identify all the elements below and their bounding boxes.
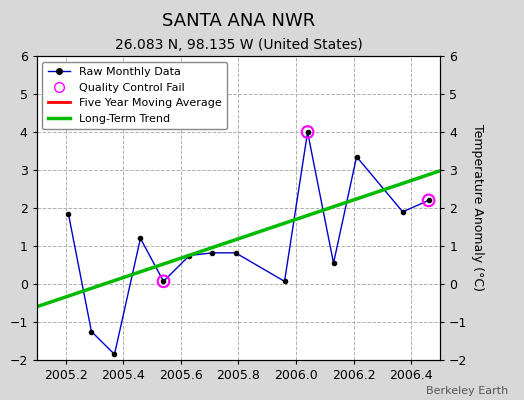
Text: Berkeley Earth: Berkeley Earth [426,386,508,396]
Point [424,197,433,204]
Text: SANTA ANA NWR: SANTA ANA NWR [162,12,315,30]
Point [303,129,312,135]
Y-axis label: Temperature Anomaly (°C): Temperature Anomaly (°C) [471,124,484,292]
Legend: Raw Monthly Data, Quality Control Fail, Five Year Moving Average, Long-Term Tren: Raw Monthly Data, Quality Control Fail, … [42,62,227,129]
Text: 26.083 N, 98.135 W (United States): 26.083 N, 98.135 W (United States) [115,38,362,52]
Point [159,278,168,284]
